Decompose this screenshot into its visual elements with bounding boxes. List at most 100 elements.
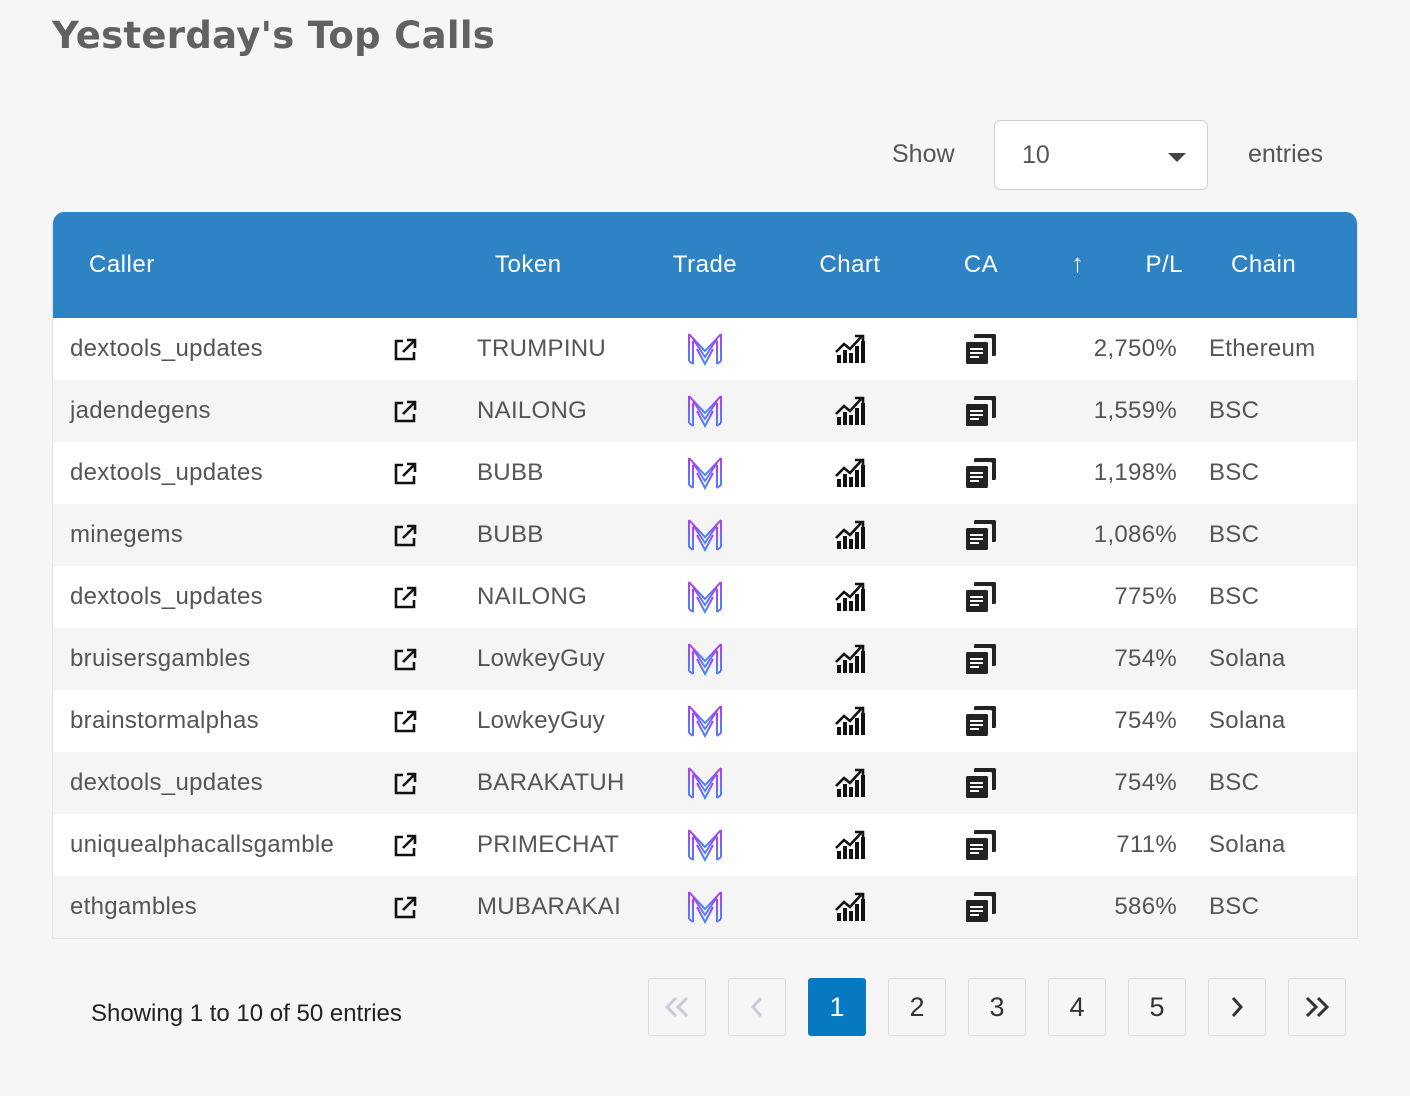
column-header-pl[interactable]: ↑ P/L [1037,212,1193,318]
external-link-icon [392,645,418,672]
column-header-trade[interactable]: Trade [672,251,738,278]
first-page-button[interactable] [648,978,706,1036]
external-link-icon [392,459,418,486]
column-header-chart[interactable]: Chart [819,251,881,278]
copy-ca-button[interactable] [925,504,1037,566]
caller-link[interactable] [353,628,457,690]
table-row: dextools_updates BARAKATUH 754% BSC [53,752,1357,814]
chain-cell: BSC [1209,893,1260,920]
pl-cell: 586% [1114,893,1177,920]
caller-link[interactable] [353,690,457,752]
pl-cell: 711% [1116,831,1177,858]
column-header-chain[interactable]: Chain [1231,251,1297,278]
calls-table: Caller Token Trade Chart CA ↑ P/L Chain … [52,212,1358,939]
trade-logo-icon [686,333,724,367]
next-page-button[interactable] [1208,978,1266,1036]
caller-link[interactable] [353,752,457,814]
copy-ca-button[interactable] [925,318,1037,380]
caller-cell: ethgambles [70,893,198,920]
trade-logo-icon [686,705,724,739]
table-row: bruisersgambles LowkeyGuy 754% Solana [53,628,1357,690]
trade-button[interactable] [635,318,775,380]
trade-button[interactable] [635,752,775,814]
table-row: brainstormalphas LowkeyGuy 754% Solana [53,690,1357,752]
page-button-4[interactable]: 4 [1048,978,1106,1036]
caller-link[interactable] [353,318,457,380]
chart-button[interactable] [775,690,925,752]
trade-button[interactable] [635,690,775,752]
external-link-icon [392,707,418,734]
copy-icon [964,582,998,612]
token-cell: NAILONG [477,397,588,424]
page-button-1[interactable]: 1 [808,978,866,1036]
previous-page-button[interactable] [728,978,786,1036]
trade-button[interactable] [635,876,775,938]
chart-icon [834,892,866,921]
caller-link[interactable] [353,876,457,938]
chart-button[interactable] [775,318,925,380]
token-cell: LowkeyGuy [477,707,606,734]
copy-ca-button[interactable] [925,566,1037,628]
copy-ca-button[interactable] [925,876,1037,938]
external-link-icon [392,831,418,858]
chart-icon [834,458,866,487]
caller-cell: uniquealphacallsgamble [70,831,335,858]
pl-cell: 754% [1114,707,1177,734]
trade-button[interactable] [635,566,775,628]
copy-ca-button[interactable] [925,752,1037,814]
caller-cell: dextools_updates [70,769,263,796]
chart-button[interactable] [775,628,925,690]
chain-cell: BSC [1209,397,1260,424]
chart-button[interactable] [775,380,925,442]
column-header-ca[interactable]: CA [963,251,999,278]
page-button-2[interactable]: 2 [888,978,946,1036]
trade-logo-icon [686,395,724,429]
trade-button[interactable] [635,504,775,566]
table-row: ethgambles MUBARAKAI 586% BSC [53,876,1357,938]
copy-ca-button[interactable] [925,814,1037,876]
double-chevron-right-icon [1305,996,1330,1018]
column-header-caller[interactable]: Caller [89,251,155,278]
copy-ca-button[interactable] [925,380,1037,442]
caller-link[interactable] [353,814,457,876]
chart-button[interactable] [775,566,925,628]
chart-button[interactable] [775,814,925,876]
copy-ca-button[interactable] [925,690,1037,752]
column-header-token[interactable]: Token [495,251,562,278]
table-info: Showing 1 to 10 of 50 entries [91,1000,402,1027]
last-page-button[interactable] [1288,978,1346,1036]
token-cell: BARAKATUH [477,769,625,796]
token-cell: TRUMPINU [477,335,607,362]
chevron-right-icon [1231,997,1244,1017]
copy-icon [964,706,998,736]
chart-button[interactable] [775,442,925,504]
table-header-row: Caller Token Trade Chart CA ↑ P/L Chain [53,212,1357,318]
chart-icon [834,830,866,859]
entries-per-page-select[interactable]: 10 [994,120,1208,190]
trade-button[interactable] [635,814,775,876]
chart-button[interactable] [775,504,925,566]
trade-logo-icon [686,581,724,615]
pl-cell: 1,559% [1093,397,1177,424]
caller-link[interactable] [353,442,457,504]
column-header-pl-label: P/L [1145,251,1183,278]
page-button-5[interactable]: 5 [1128,978,1186,1036]
external-link-icon [392,583,418,610]
trade-button[interactable] [635,380,775,442]
page-title: Yesterday's Top Calls [52,14,496,57]
chart-button[interactable] [775,876,925,938]
chain-cell: BSC [1209,769,1260,796]
page-button-3[interactable]: 3 [968,978,1026,1036]
copy-icon [964,520,998,550]
copy-ca-button[interactable] [925,442,1037,504]
caller-link[interactable] [353,566,457,628]
caller-link[interactable] [353,380,457,442]
chart-icon [834,706,866,735]
caller-link[interactable] [353,504,457,566]
trade-logo-icon [686,519,724,553]
external-link-icon [392,397,418,424]
trade-button[interactable] [635,628,775,690]
chart-button[interactable] [775,752,925,814]
trade-button[interactable] [635,442,775,504]
copy-ca-button[interactable] [925,628,1037,690]
